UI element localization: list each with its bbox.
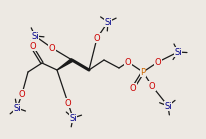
Text: O: O (30, 42, 36, 50)
Text: O: O (65, 99, 71, 107)
Text: O: O (125, 58, 131, 66)
Text: Si: Si (164, 101, 172, 111)
Text: Si: Si (13, 104, 21, 112)
Text: O: O (149, 81, 155, 90)
Text: O: O (155, 58, 161, 66)
Text: Si: Si (69, 114, 77, 122)
Text: Si: Si (31, 32, 39, 40)
Text: O: O (130, 84, 136, 92)
Text: Si: Si (174, 48, 182, 56)
Polygon shape (57, 59, 73, 70)
Text: Si: Si (104, 18, 112, 27)
Text: O: O (94, 33, 100, 43)
Text: P: P (140, 68, 146, 76)
Text: O: O (49, 44, 55, 53)
Text: O: O (19, 90, 25, 99)
